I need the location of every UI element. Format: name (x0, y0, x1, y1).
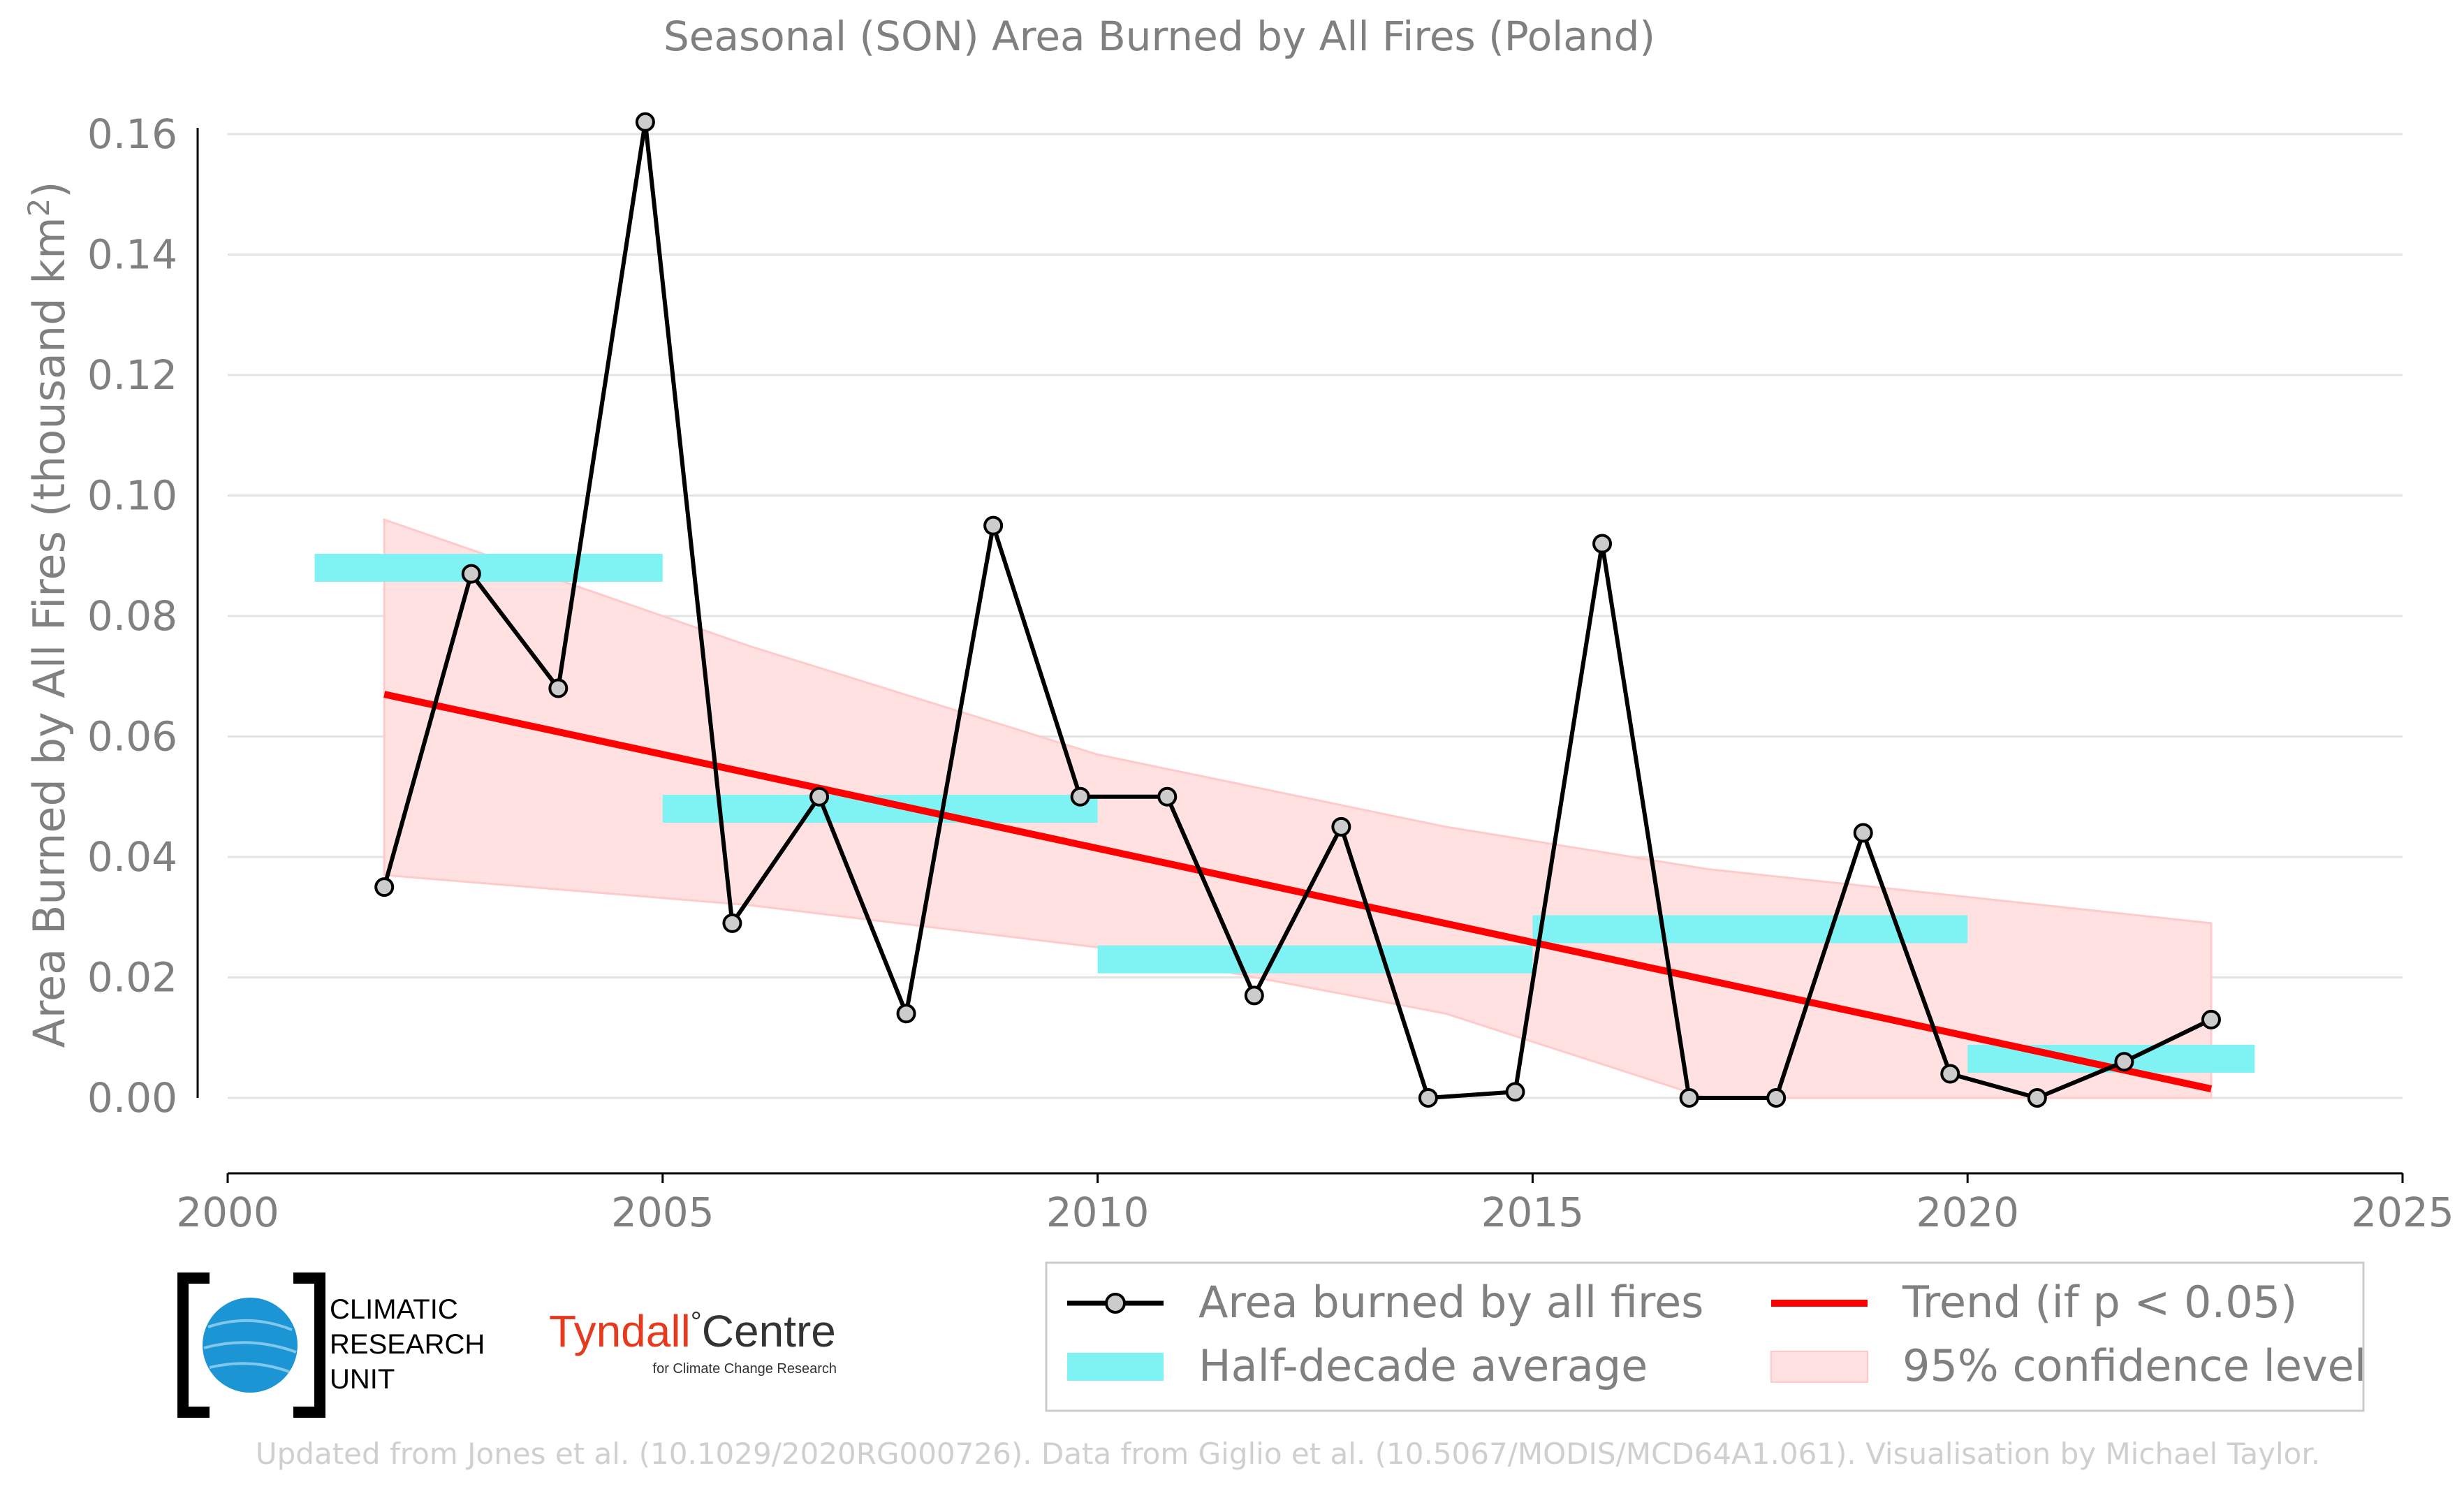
legend: Area burned by all fires Half-decade ave… (1045, 1261, 2366, 1412)
tyndall-centre-word: Centre (702, 1306, 836, 1356)
cru-text-line3: UNIT (330, 1364, 395, 1395)
data-point (1244, 985, 1264, 1006)
y-axis-label-end: ) (24, 181, 75, 198)
x-tick-label: 2025 (2351, 1189, 2454, 1236)
data-point (1418, 1088, 1438, 1108)
data-point (1505, 1082, 1525, 1102)
data-point (548, 678, 569, 698)
trend-line (383, 691, 2213, 1092)
footer-credit: Updated from Jones et al. (10.1029/2020R… (256, 1437, 2320, 1471)
legend-ci-label: 95% confidence level (1902, 1340, 2366, 1391)
y-axis-label-sup: 2 (22, 198, 56, 217)
y-ticks: 0.00 0.02 0.04 0.06 0.08 0.10 0.12 0.14 0.16 (87, 110, 177, 1122)
data-series (374, 112, 2221, 1108)
tyndall-logo: Tyndall°Centre for Climate Change Resear… (549, 1306, 837, 1377)
legend-marker-swatch (1105, 1293, 1126, 1314)
data-point (2027, 1088, 2047, 1108)
tyndall-word: Tyndall (549, 1306, 691, 1356)
y-tick-label: 0.12 (87, 351, 177, 399)
data-point (1766, 1088, 1787, 1108)
half-decade-bar (1097, 945, 1533, 974)
data-point (1157, 786, 1178, 807)
cru-right-bracket (293, 1272, 325, 1418)
series-line (382, 122, 2213, 1101)
half-decade-bar (314, 554, 663, 582)
cru-logo: CLIMATIC RESEARCH UNIT (177, 1272, 485, 1418)
data-point (2114, 1052, 2134, 1072)
data-point (896, 1004, 916, 1024)
data-point (1331, 816, 1351, 837)
tyndall-sub: for Climate Change Research (653, 1361, 837, 1377)
y-tick-label: 0.16 (87, 110, 177, 158)
tyndall-main: Tyndall°Centre (549, 1306, 836, 1356)
data-point (1679, 1088, 1699, 1108)
chart-title: Seasonal (SON) Area Burned by All Fires … (663, 13, 1655, 60)
y-tick-label: 0.02 (87, 954, 177, 1002)
x-tick-label: 2020 (1916, 1189, 2019, 1236)
y-tick-label: 0.06 (87, 713, 177, 761)
y-tick-label: 0.14 (87, 231, 177, 279)
x-tick-label: 2005 (611, 1189, 714, 1236)
legend-halfdecade-label: Half-decade average (1198, 1340, 1648, 1391)
x-tick-label: 2000 (176, 1189, 279, 1236)
y-tick-label: 0.00 (87, 1074, 177, 1122)
trend-line-path (383, 691, 2213, 1092)
legend-trend-label: Trend (if p < 0.05) (1902, 1277, 2297, 1328)
legend-halfdecade-swatch (1067, 1353, 1164, 1381)
globe-lines (203, 1319, 297, 1373)
cru-text-line1: CLIMATIC (330, 1294, 458, 1325)
data-point (1853, 823, 1873, 843)
confidence-band-area (383, 518, 2213, 1099)
y-axis-label: Area Burned by All Fires (thousand km2) (22, 181, 75, 1048)
x-ticks: 2000 2005 2010 2015 2020 2025 (176, 1173, 2454, 1236)
axes (196, 128, 2403, 1175)
data-point (983, 515, 1004, 536)
legend-box (1045, 1261, 2365, 1412)
cru-left-bracket (177, 1272, 210, 1418)
data-point (722, 913, 742, 933)
x-tick-label: 2015 (1481, 1189, 1585, 1236)
y-tick-label: 0.10 (87, 472, 177, 520)
x-tick-label: 2010 (1046, 1189, 1150, 1236)
data-point (2201, 1009, 2221, 1029)
data-point (635, 112, 655, 132)
data-point (1070, 786, 1090, 807)
legend-ci-swatch (1770, 1351, 1868, 1383)
data-point (461, 564, 481, 584)
y-tick-label: 0.08 (87, 592, 177, 640)
data-point (809, 786, 830, 807)
data-point (1592, 534, 1613, 554)
cru-text-line2: RESEARCH (330, 1329, 485, 1360)
y-axis-label-main: Area Burned by All Fires (thousand km (24, 217, 75, 1048)
y-tick-label: 0.04 (87, 833, 177, 881)
data-point (1940, 1064, 1960, 1084)
tyndall-degree: ° (691, 1307, 702, 1337)
legend-line-label: Area burned by all fires (1198, 1277, 1703, 1328)
data-point (374, 877, 395, 897)
confidence-band (383, 518, 2213, 1099)
